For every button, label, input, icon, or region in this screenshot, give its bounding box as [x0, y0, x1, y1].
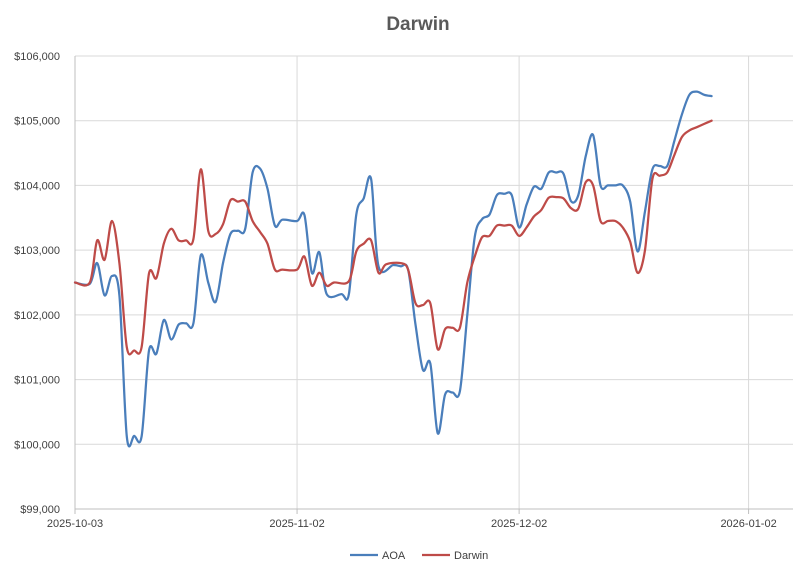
y-tick-label: $105,000 [14, 116, 60, 128]
legend-label-darwin: Darwin [454, 550, 488, 562]
legend-label-aoa: AOA [382, 550, 406, 562]
x-tick-label: 2025-10-03 [47, 518, 103, 530]
y-tick-label: $104,000 [14, 180, 60, 192]
series-lines [73, 90, 713, 448]
y-tick-label: $101,000 [14, 375, 60, 387]
x-tick-label: 2025-11-02 [269, 518, 324, 530]
y-tick-label: $106,000 [14, 51, 60, 63]
y-tick-label: $99,000 [20, 504, 60, 516]
series-line-darwin [73, 119, 713, 356]
legend: AOA Darwin [350, 550, 488, 562]
x-tick-label: 2025-12-02 [491, 518, 547, 530]
chart-title: Darwin [386, 14, 449, 35]
y-tick-label: $103,000 [14, 245, 60, 257]
y-tick-label: $102,000 [14, 310, 60, 322]
x-tick-label: 2026-01-02 [720, 518, 776, 530]
axes: $99,000 $100,000 $101,000 $102,000 $103,000 $… [14, 51, 793, 530]
y-tick-label: $100,000 [14, 439, 60, 451]
